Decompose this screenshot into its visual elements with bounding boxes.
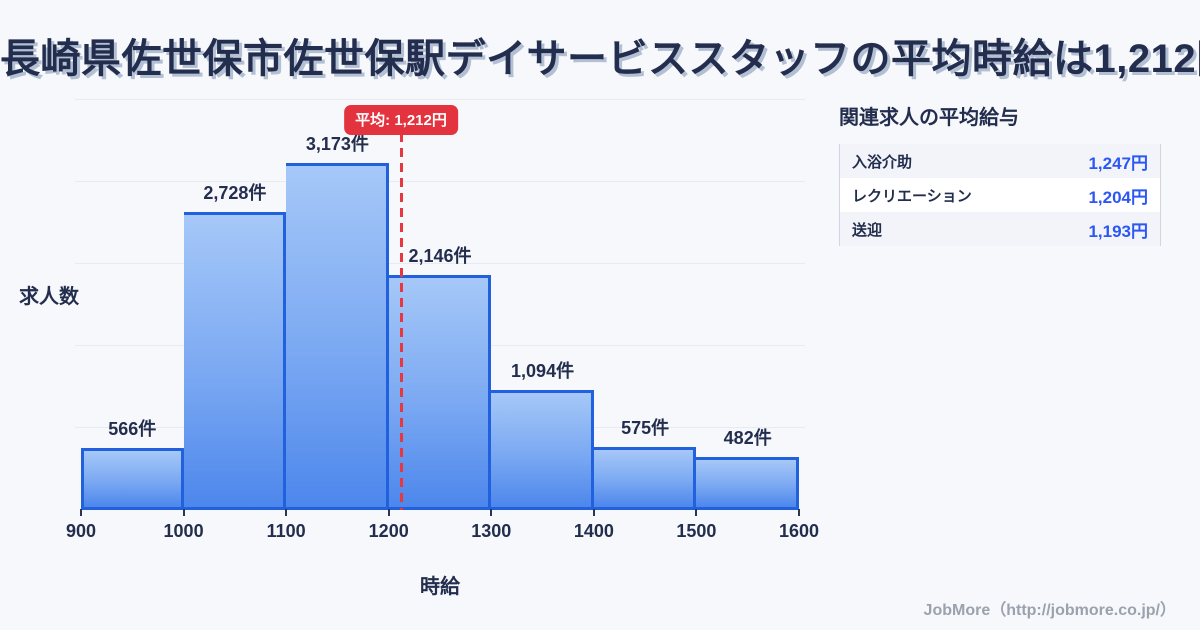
related-job-label: 入浴介助 [852,153,913,171]
related-job-label: 送迎 [852,221,883,239]
x-tick-mark [592,509,595,516]
bar-value-label: 3,173件 [305,134,369,154]
x-tick-label: 1200 [368,521,409,541]
histogram-bar [183,212,287,510]
histogram-bar [286,163,389,510]
related-job-value: 1,193円 [1088,221,1148,241]
average-wage-line [399,133,403,510]
x-tick-label: 1100 [266,521,306,541]
x-axis-label: 時給 [420,576,460,598]
x-tick-label: 1300 [471,521,512,541]
x-tick-mark [182,509,185,516]
x-tick-label: 1600 [778,521,820,541]
histogram-bar [696,457,799,510]
y-axis-label: 求人数 [19,286,79,308]
related-job-value: 1,204円 [1088,187,1148,207]
related-job-row: 送迎 1,193円 [840,212,1160,246]
x-tick-mark [490,509,493,516]
histogram-bar [388,275,492,510]
histogram-bar [593,447,697,510]
x-tick-label: 1400 [573,521,614,541]
gridline [75,263,805,264]
x-tick-mark [695,509,698,516]
bar-value-label: 1,094件 [511,361,575,381]
bar-value-label: 566件 [108,419,157,439]
histogram-bar [491,390,594,510]
wage-histogram-plot: 566件 2,728件 3,173件 2,146件 1,094件 575件 482件 [75,95,805,510]
related-job-row: レクリエーション 1,204円 [840,178,1160,212]
related-job-label: レクリエーション [852,187,972,205]
average-wage-badge: 平均: 1,212円 [344,105,458,135]
bar-value-label: 2,146件 [408,246,472,266]
footer-credit: JobMore（http://jobmore.co.jp/） [923,602,1176,619]
bar-value-label: 482件 [723,428,772,448]
gridline [75,181,805,182]
related-job-row: 入浴介助 1,247円 [840,144,1160,178]
x-tick-label: 900 [65,521,97,541]
x-tick-label: 1000 [163,521,204,541]
page-title: 長崎県佐世保市佐世保駅デイサービススタッフの平均時給は1,212円 [0,37,1200,81]
bar-value-label: 575件 [621,418,670,438]
related-jobs-heading: 関連求人の平均給与 [839,107,1019,129]
bar-value-label: 2,728件 [203,183,267,203]
x-tick-label: 1500 [676,521,717,541]
histogram-bar [81,448,184,510]
x-tick-mark [387,509,390,516]
x-tick-mark [798,509,800,516]
x-tick-mark [80,509,82,516]
x-tick-mark [285,509,288,516]
related-job-value: 1,247円 [1088,153,1148,173]
gridline [75,99,805,100]
related-jobs-table: 入浴介助 1,247円レクリエーション 1,204円送迎 1,193円 [839,144,1161,246]
